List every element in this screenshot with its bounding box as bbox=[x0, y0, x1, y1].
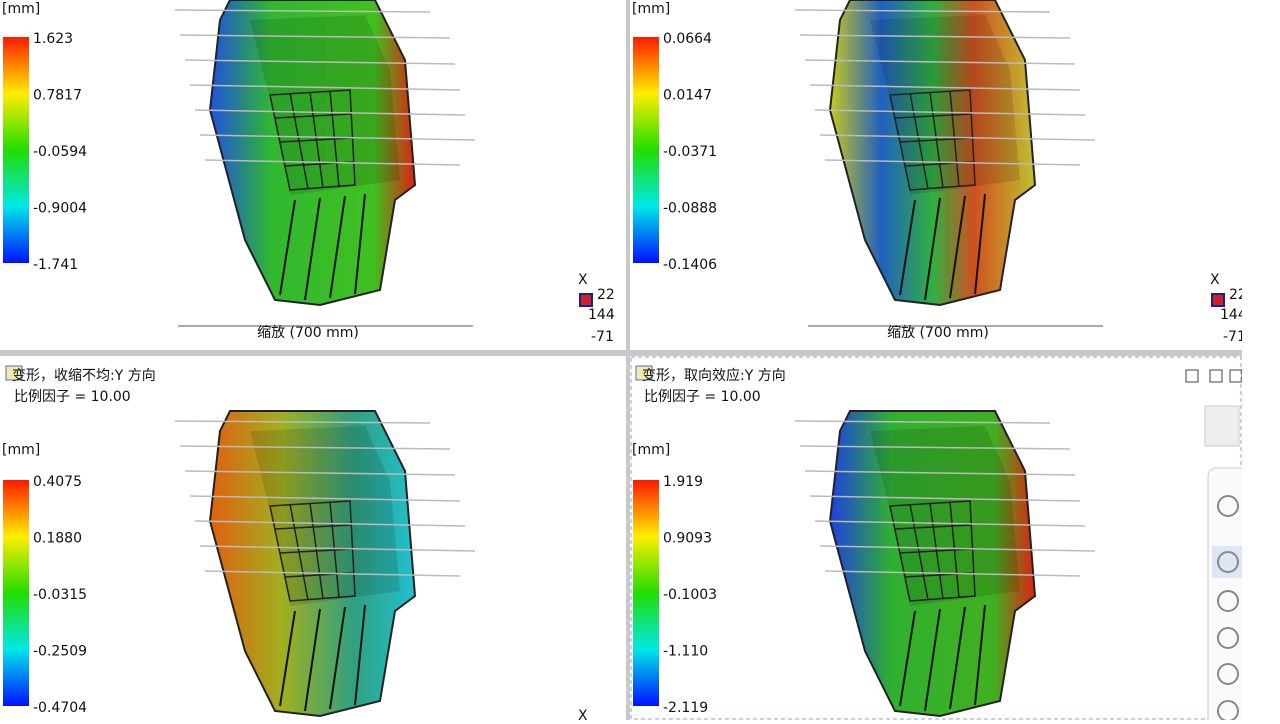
viewport: [mm] 1.623 0.7817 -0.0594 -0.9004 -1.741 缩放 (7… bbox=[2, 0, 615, 345]
minimize-button[interactable] bbox=[1185, 369, 1199, 383]
tool-button[interactable] bbox=[1217, 551, 1239, 573]
legend-label: -0.0315 bbox=[33, 587, 87, 603]
part-model bbox=[174, 410, 476, 717]
axis-label: 144 bbox=[588, 307, 615, 323]
legend-label: -2.119 bbox=[663, 700, 708, 716]
tool-button[interactable] bbox=[1217, 663, 1239, 685]
viewport-subtitle: 比例因子 = 10.00 bbox=[14, 389, 131, 405]
legend-label: -1.741 bbox=[33, 257, 78, 273]
scale-label: 缩放 (700 mm) bbox=[257, 325, 359, 341]
legend-label: -0.2509 bbox=[33, 644, 87, 660]
divider bbox=[626, 0, 630, 720]
part-model bbox=[794, 0, 1096, 306]
legend-label: 0.0664 bbox=[663, 31, 712, 47]
axis-label: -71 bbox=[591, 329, 614, 345]
legend-label: 0.0147 bbox=[663, 88, 712, 104]
restore-button[interactable] bbox=[1209, 369, 1223, 383]
legend-label: -0.4704 bbox=[33, 700, 87, 716]
toolbar bbox=[1207, 467, 1242, 720]
viewport-title: 变形，收缩不均:Y 方向 bbox=[12, 368, 156, 384]
tool-button[interactable] bbox=[1217, 627, 1239, 649]
color-bar bbox=[633, 37, 659, 263]
legend-label: -1.110 bbox=[663, 644, 708, 660]
part-model bbox=[794, 410, 1096, 717]
view-cube[interactable] bbox=[1204, 405, 1240, 447]
legend-label: 0.7817 bbox=[33, 88, 82, 104]
axis-label: 22 bbox=[597, 287, 615, 303]
axis-label: -71 bbox=[1223, 329, 1246, 345]
legend-label: -0.1003 bbox=[663, 587, 717, 603]
legend-label: 0.1880 bbox=[33, 531, 82, 547]
color-bar bbox=[3, 480, 29, 706]
title-icon bbox=[635, 365, 653, 381]
axis-triad bbox=[579, 293, 593, 307]
legend-label: -0.0888 bbox=[663, 201, 717, 217]
axis-label: 144 bbox=[1220, 307, 1247, 323]
title-icon bbox=[5, 365, 23, 381]
color-bar bbox=[633, 480, 659, 706]
axis-label: X bbox=[578, 272, 588, 288]
legend-label: 1.919 bbox=[663, 474, 703, 490]
legend-label: -0.1406 bbox=[663, 257, 717, 273]
legend-label: 1.623 bbox=[33, 31, 73, 47]
divider bbox=[0, 350, 1242, 356]
axis-triad bbox=[1211, 293, 1225, 307]
tool-button[interactable] bbox=[1217, 700, 1239, 720]
axis-label: X bbox=[1210, 272, 1220, 288]
legend-label: -0.0594 bbox=[33, 144, 87, 160]
legend-label: -0.9004 bbox=[33, 201, 87, 217]
viewport-subtitle: 比例因子 = 10.00 bbox=[644, 389, 761, 405]
legend-unit: [mm] bbox=[2, 442, 40, 458]
part-model bbox=[174, 0, 476, 306]
legend-unit: [mm] bbox=[632, 1, 670, 17]
legend-label: -0.0371 bbox=[663, 144, 717, 160]
viewport: [mm] 0.0664 0.0147 -0.0371 -0.0888 -0.1406 缩放 … bbox=[632, 0, 1247, 345]
legend-label: 0.4075 bbox=[33, 474, 82, 490]
color-bar bbox=[3, 37, 29, 263]
close-button[interactable] bbox=[1229, 369, 1242, 383]
axis-label: 22 bbox=[1229, 287, 1247, 303]
viewport-title: 变形，取向效应:Y 方向 bbox=[642, 367, 786, 384]
legend-unit: [mm] bbox=[2, 1, 40, 17]
legend-unit: [mm] bbox=[632, 442, 670, 458]
tool-button[interactable] bbox=[1217, 590, 1239, 612]
tool-button[interactable] bbox=[1217, 495, 1239, 517]
axis-label: X bbox=[578, 708, 588, 720]
legend-label: 0.9093 bbox=[663, 531, 712, 547]
scale-label: 缩放 (700 mm) bbox=[887, 325, 989, 341]
tool-select-bg bbox=[1212, 546, 1242, 578]
